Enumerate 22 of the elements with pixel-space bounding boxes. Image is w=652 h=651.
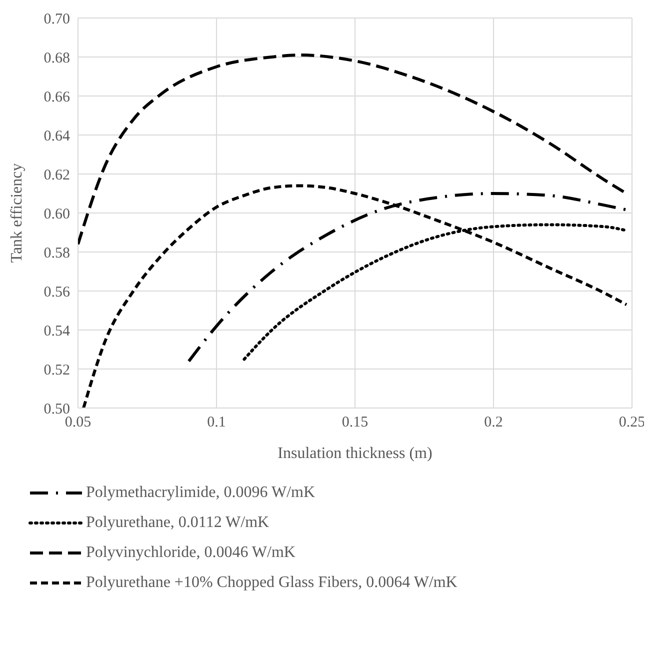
y-tick-label: 0.62 (44, 167, 70, 184)
x-tick-label: 0.2 (484, 414, 503, 431)
y-tick-label: 0.50 (44, 401, 70, 418)
x-tick-label: 0.15 (342, 414, 368, 431)
x-tick-label: 0.1 (207, 414, 226, 431)
legend-label: Polyurethane, 0.0112 W/mK (86, 514, 270, 532)
y-tick-label: 0.68 (44, 50, 70, 66)
y-tick-label: 0.70 (44, 11, 70, 28)
y-tick-label: 0.58 (44, 245, 70, 262)
legend-label: Polyurethane +10% Chopped Glass Fibers, 0.0064 W/mK (86, 574, 458, 592)
line-series (82, 184, 628, 408)
y-tick-label: 0.56 (44, 284, 70, 300)
y-tick-label: 0.64 (44, 128, 70, 144)
y-tick-label: 0.66 (44, 89, 70, 106)
x-axis-title: Insulation thickness (m) (278, 445, 432, 462)
legend-label: Polyvinychloride, 0.0046 W/mK (86, 544, 296, 562)
legend-label: Polymethacrylimide, 0.0096 W/mK (86, 484, 316, 502)
y-tick-label: 0.52 (44, 362, 70, 378)
x-tick-label: 0.05 (64, 414, 92, 431)
y-tick-label: 0.54 (44, 323, 70, 340)
y-axis-title: Tank efficiency (8, 163, 26, 263)
y-tick-label: 0.60 (44, 206, 70, 222)
